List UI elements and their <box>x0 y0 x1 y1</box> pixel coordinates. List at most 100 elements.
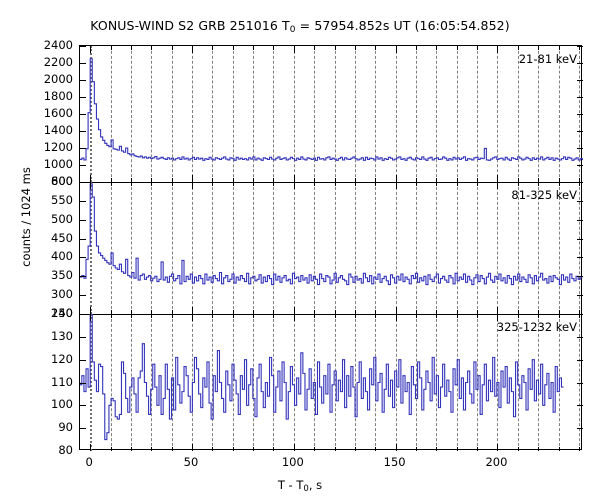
x-tick-major <box>90 307 92 314</box>
x-tick-minor <box>456 182 458 186</box>
gridline-vertical <box>334 182 336 314</box>
x-tick-minor <box>171 182 173 186</box>
y-tick <box>80 276 86 278</box>
light-curve-path <box>80 183 583 286</box>
x-tick-minor <box>314 182 316 186</box>
gridline-vertical <box>192 46 193 182</box>
x-tick-minor <box>232 46 234 50</box>
x-tick-minor <box>517 182 519 186</box>
x-tick-label: 150 <box>383 455 406 469</box>
y-tick <box>80 97 86 98</box>
y-tick-right <box>577 97 583 98</box>
x-tick-minor <box>253 46 255 50</box>
y-tick-label: 250 <box>51 306 73 320</box>
gridline-vertical <box>538 46 540 182</box>
x-tick-minor <box>578 314 580 318</box>
y-tick-right <box>577 148 583 149</box>
x-tick-minor <box>354 447 356 451</box>
x-tick-minor <box>273 447 275 451</box>
x-tick-major <box>293 175 295 182</box>
y-tick-right <box>577 63 583 64</box>
x-tick-minor <box>477 46 479 50</box>
y-tick <box>80 359 86 361</box>
gridline-vertical <box>232 182 234 314</box>
y-tick-label: 2200 <box>43 55 73 69</box>
gridline-vertical <box>436 46 438 182</box>
x-tick-minor <box>538 182 540 186</box>
gridline-vertical <box>395 46 397 182</box>
y-tick <box>80 80 86 81</box>
y-tick-label: 140 <box>51 306 73 320</box>
x-tick-minor <box>354 314 356 318</box>
gridline-vertical <box>354 182 356 314</box>
x-tick-minor <box>273 178 275 182</box>
y-tick-right <box>577 182 583 183</box>
x-tick-minor <box>130 314 132 318</box>
y-tick-right <box>577 114 583 115</box>
x-tick-minor <box>110 46 112 50</box>
x-tick-minor <box>416 314 417 318</box>
x-tick-minor <box>416 182 417 186</box>
y-tick-label: 120 <box>51 351 73 366</box>
y-tick-label: 350 <box>51 268 73 283</box>
y-tick-right <box>577 219 583 221</box>
x-tick-minor <box>558 46 560 50</box>
x-tick-minor <box>110 310 112 314</box>
x-tick-major <box>395 175 397 182</box>
x-tick-minor <box>538 447 540 451</box>
x-tick-major <box>395 182 397 189</box>
x-tick-minor <box>212 182 214 186</box>
y-tick-label: 300 <box>51 287 73 302</box>
y-tick <box>80 257 86 259</box>
x-tick-minor <box>436 447 438 451</box>
x-tick-minor <box>171 46 173 50</box>
x-tick-major <box>192 444 193 451</box>
y-tick <box>80 200 86 202</box>
gridline-vertical <box>558 182 560 314</box>
x-tick-minor <box>517 447 519 451</box>
x-tick-major <box>90 182 92 189</box>
x-tick-minor <box>436 178 438 182</box>
gridline-vertical <box>558 46 560 182</box>
energy-band-label: 81-325 keV <box>511 188 577 202</box>
y-tick <box>80 336 86 338</box>
gridline-vertical <box>130 46 132 182</box>
x-tick-major <box>497 307 499 314</box>
x-tick-minor <box>538 314 540 318</box>
x-tick-minor <box>517 178 519 182</box>
y-tick-right <box>577 165 583 166</box>
x-tick-minor <box>375 178 377 182</box>
y-tick <box>80 382 86 384</box>
y-tick <box>80 165 86 166</box>
y-tick <box>80 63 86 64</box>
x-tick-major <box>293 307 295 314</box>
gridline-vertical <box>314 182 316 314</box>
gridline-vertical <box>151 46 153 182</box>
gridline-vertical <box>456 182 458 314</box>
x-tick-minor <box>456 310 458 314</box>
x-tick-minor <box>334 182 336 186</box>
gridline-vertical <box>110 46 112 182</box>
gridline-zero <box>90 314 93 451</box>
x-tick-minor <box>151 314 153 318</box>
gridline-vertical <box>517 182 519 314</box>
gridline-vertical <box>578 182 580 314</box>
x-tick-minor <box>538 178 540 182</box>
y-tick <box>80 238 86 240</box>
y-tick <box>80 114 86 115</box>
y-tick-label: 2400 <box>43 38 73 52</box>
x-axis-label-sub: 0 <box>303 483 309 494</box>
x-tick-major <box>90 46 92 53</box>
x-axis-label-suffix: , s <box>308 478 323 492</box>
gridline-vertical <box>253 314 255 451</box>
plot-frame: 21-81 keV 81-325 keV 325-1232 keV <box>79 45 583 451</box>
x-tick-major <box>395 314 397 321</box>
x-tick-major <box>293 314 295 321</box>
x-tick-minor <box>212 178 214 182</box>
x-tick-minor <box>436 46 438 50</box>
x-tick-minor <box>558 182 560 186</box>
gridline-vertical <box>375 182 377 314</box>
x-tick-minor <box>253 314 255 318</box>
x-tick-minor <box>232 447 234 451</box>
